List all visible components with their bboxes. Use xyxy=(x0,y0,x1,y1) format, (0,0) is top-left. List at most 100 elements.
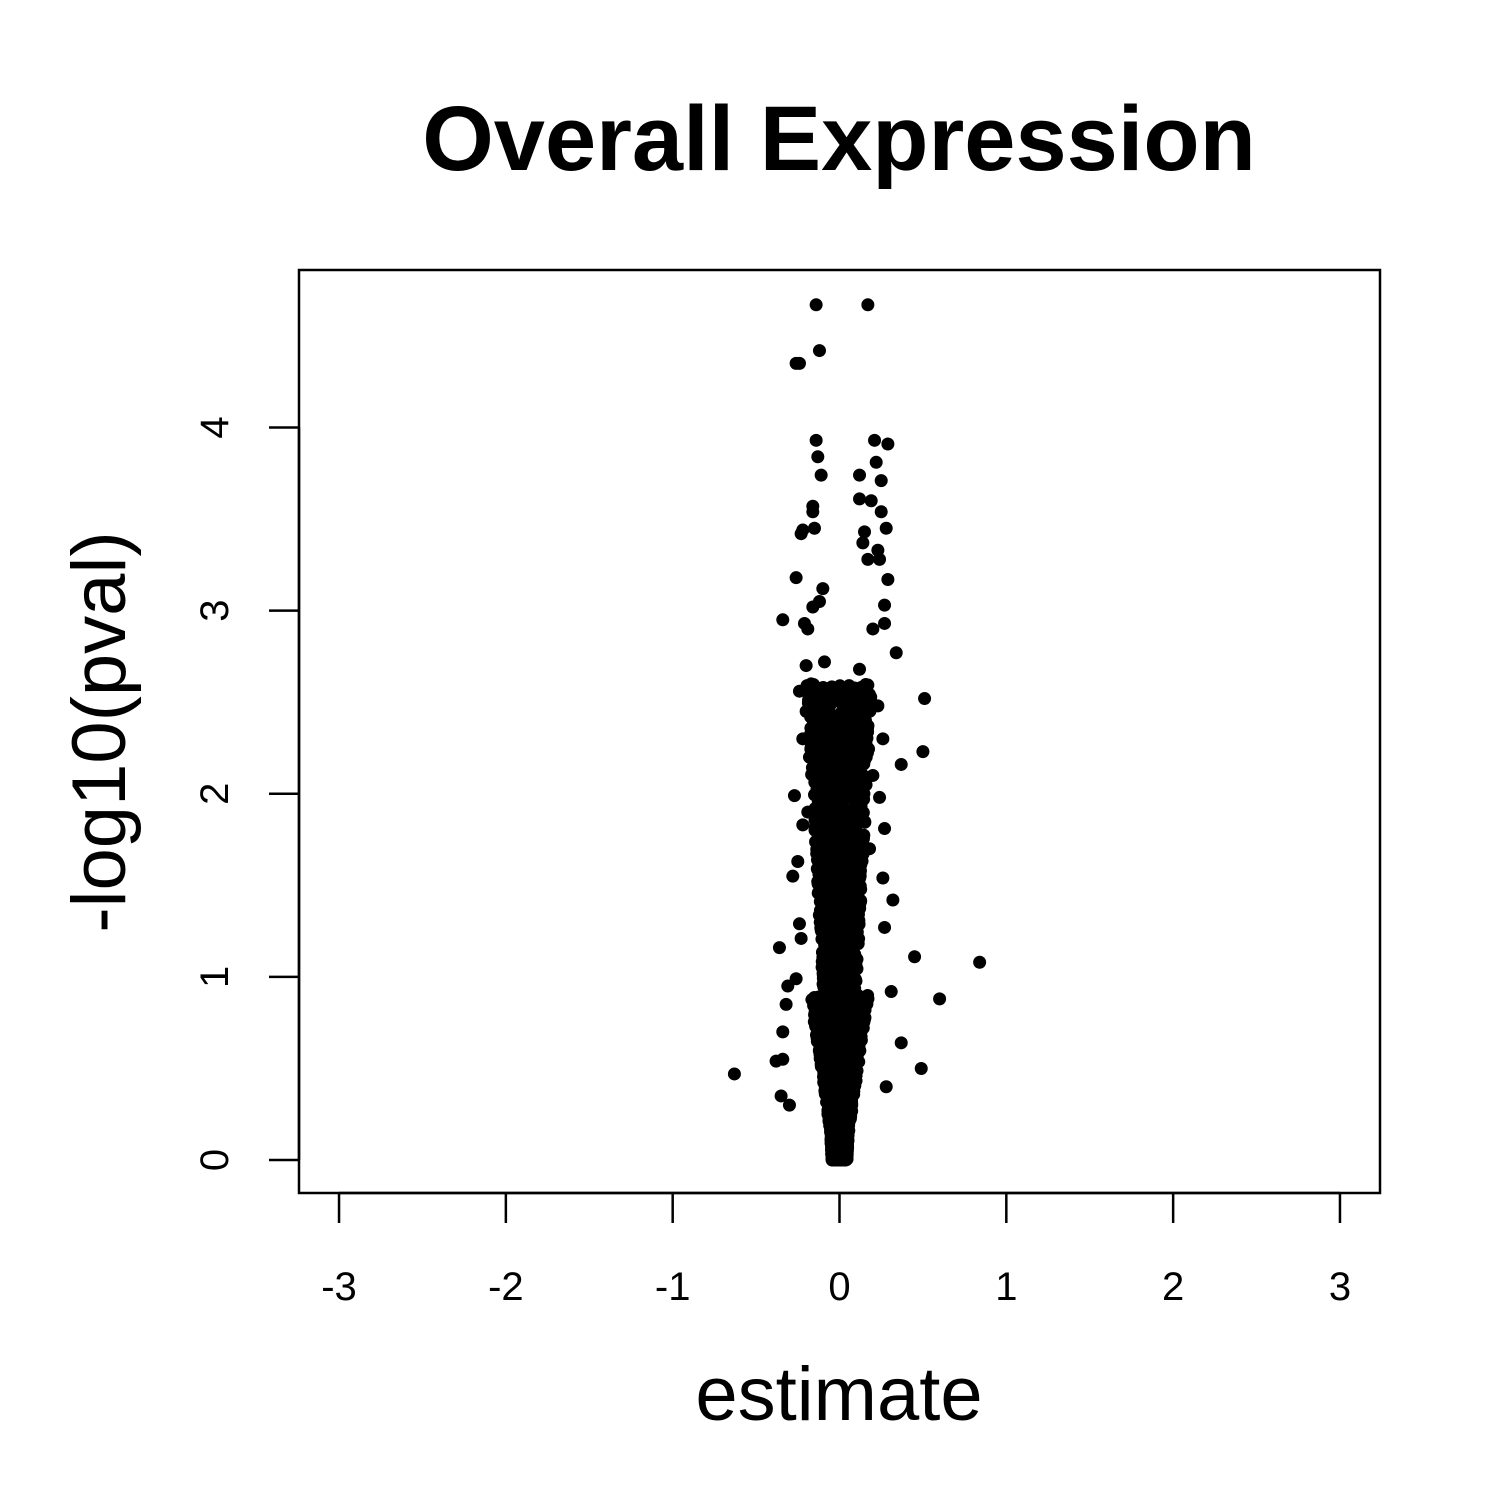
data-point xyxy=(819,730,833,744)
y-tick-label: 4 xyxy=(193,416,237,438)
data-point xyxy=(807,521,821,535)
data-point xyxy=(799,659,813,673)
data-point xyxy=(856,995,870,1009)
data-point xyxy=(878,920,892,934)
data-point xyxy=(812,344,826,358)
data-point xyxy=(813,895,827,909)
data-point xyxy=(881,437,895,451)
data-points xyxy=(727,298,987,1167)
data-point xyxy=(822,767,836,781)
data-point xyxy=(837,968,851,982)
data-point xyxy=(879,521,893,535)
data-point xyxy=(817,655,831,669)
data-point xyxy=(792,684,806,698)
data-point xyxy=(841,843,855,857)
data-point xyxy=(786,869,800,883)
y-axis: 0 1 2 3 4 xyxy=(193,416,301,1171)
y-tick-label: 0 xyxy=(193,1149,237,1171)
data-point xyxy=(789,571,803,585)
data-point xyxy=(834,1022,848,1036)
data-point xyxy=(796,732,810,746)
data-point xyxy=(837,1150,851,1164)
data-point xyxy=(894,757,908,771)
data-point xyxy=(834,873,848,887)
data-point xyxy=(881,572,895,586)
y-tick-label: 3 xyxy=(193,600,237,622)
data-point xyxy=(889,646,903,660)
data-point xyxy=(859,750,873,764)
data-point xyxy=(845,684,859,698)
data-point xyxy=(858,525,872,539)
data-point xyxy=(814,468,828,482)
data-point xyxy=(853,729,867,743)
data-point xyxy=(843,1009,857,1023)
data-point xyxy=(814,695,828,709)
data-point xyxy=(841,1099,855,1113)
data-point xyxy=(879,1080,893,1094)
data-point xyxy=(852,1040,866,1054)
data-point xyxy=(808,775,822,789)
x-axis-label: estimate xyxy=(695,1352,982,1437)
data-point xyxy=(876,871,890,885)
data-point xyxy=(826,779,840,793)
data-point xyxy=(914,1061,928,1075)
data-point xyxy=(828,1109,842,1123)
data-point xyxy=(886,893,900,907)
data-point xyxy=(852,783,866,797)
data-point xyxy=(772,941,786,955)
data-point xyxy=(852,1016,866,1030)
data-point xyxy=(853,492,867,506)
data-point xyxy=(864,695,878,709)
data-point xyxy=(799,704,813,718)
data-point xyxy=(818,851,832,865)
data-point xyxy=(809,433,823,447)
data-point xyxy=(873,552,887,566)
data-point xyxy=(796,523,810,537)
data-point xyxy=(908,950,922,964)
data-point xyxy=(818,974,832,988)
data-point xyxy=(858,713,872,727)
data-point xyxy=(878,616,892,630)
data-point xyxy=(846,923,860,937)
y-tick-label: 1 xyxy=(193,966,237,988)
data-point xyxy=(776,1052,790,1066)
data-point xyxy=(857,828,871,842)
x-tick-label: -1 xyxy=(655,1265,691,1309)
data-point xyxy=(854,895,868,909)
data-point xyxy=(806,505,820,519)
x-tick-label: -2 xyxy=(488,1265,524,1309)
data-point xyxy=(847,803,861,817)
x-tick-label: 1 xyxy=(995,1265,1017,1309)
data-point xyxy=(792,917,806,931)
data-point xyxy=(827,938,841,952)
data-point xyxy=(782,1098,796,1112)
data-point xyxy=(861,552,875,566)
data-point xyxy=(878,822,892,836)
data-point xyxy=(727,1067,741,1081)
data-point xyxy=(806,600,820,614)
data-point xyxy=(808,813,822,827)
data-point xyxy=(804,677,818,691)
data-point xyxy=(843,715,857,729)
data-point xyxy=(856,536,870,550)
data-point xyxy=(830,1130,844,1144)
data-point xyxy=(884,985,898,999)
data-point xyxy=(847,911,861,925)
data-point xyxy=(878,598,892,612)
data-point xyxy=(801,622,815,636)
data-point xyxy=(850,1054,864,1068)
data-point xyxy=(874,505,888,519)
data-point xyxy=(853,662,867,676)
data-point xyxy=(918,692,932,706)
data-point xyxy=(876,732,890,746)
data-point xyxy=(787,789,801,803)
data-point xyxy=(801,805,815,819)
data-point xyxy=(808,713,822,727)
data-point xyxy=(844,943,858,957)
data-point xyxy=(866,622,880,636)
data-point xyxy=(850,818,864,832)
data-point xyxy=(840,990,854,1004)
data-point xyxy=(868,433,882,447)
chart-title: Overall Expression xyxy=(422,88,1256,190)
y-tick-label: 2 xyxy=(193,783,237,805)
